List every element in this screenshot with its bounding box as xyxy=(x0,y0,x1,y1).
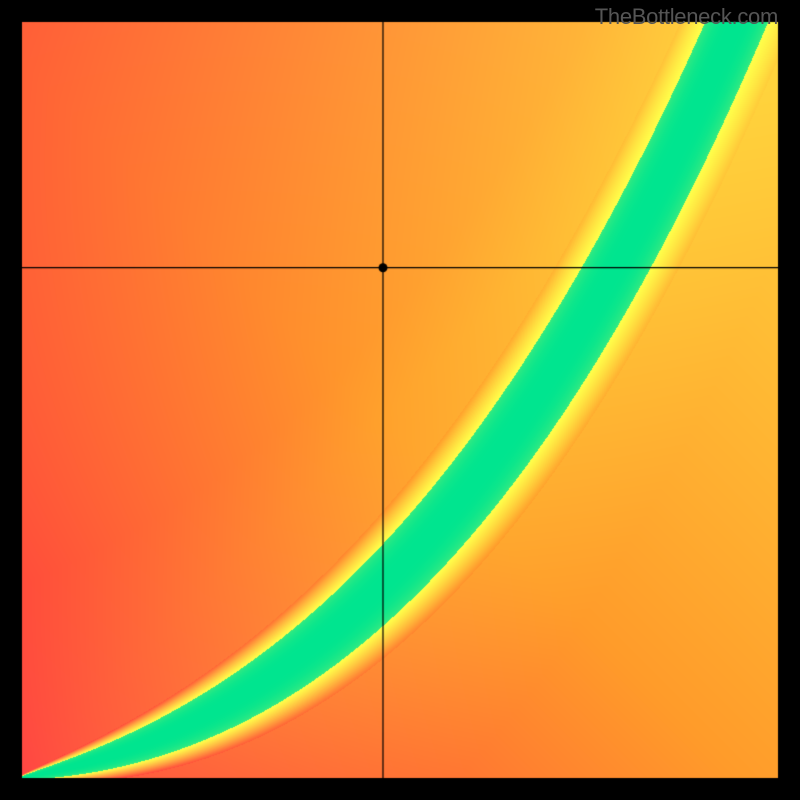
bottleneck-heatmap xyxy=(0,0,800,800)
chart-container: TheBottleneck.com xyxy=(0,0,800,800)
watermark-text: TheBottleneck.com xyxy=(595,4,778,30)
